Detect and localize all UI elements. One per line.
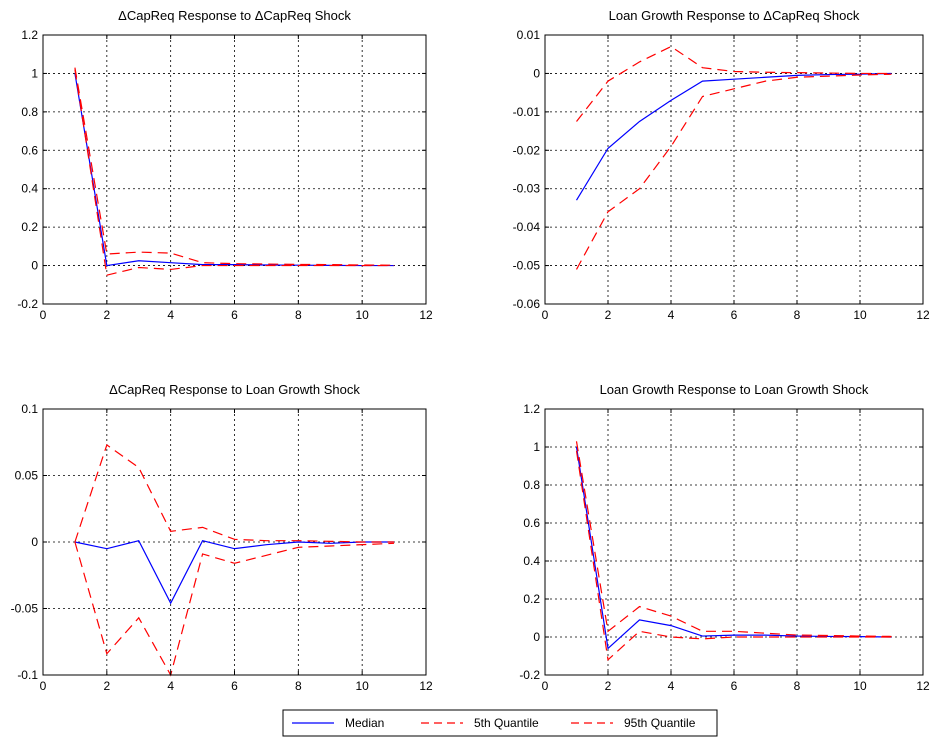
y-tick-label: 1.2 (21, 28, 38, 42)
subplot-title: Loan Growth Response to Loan Growth Shoc… (600, 382, 869, 397)
x-tick-label: 8 (295, 679, 302, 693)
legend-label-median: Median (345, 716, 384, 730)
legend-label-5th-quantile: 5th Quantile (474, 716, 539, 730)
subplot-3: 0 2 4 6 8 10 12 -0.1 -0.05 0 0.05 0.1 ΔCapReq Respon… (11, 382, 433, 693)
series-line-95th-quantile (576, 45, 892, 122)
x-tick-label: 4 (167, 679, 174, 693)
series-line-5th-quantile (74, 541, 395, 677)
x-tick-label: 0 (542, 308, 549, 322)
series-line-5th-quantile (575, 73, 892, 270)
y-tick-label: 0.8 (523, 478, 540, 492)
x-tick-label: 0 (542, 679, 549, 693)
x-tick-label: 6 (231, 679, 238, 693)
x-tick-label: 4 (668, 308, 675, 322)
x-tick-label: 12 (916, 308, 930, 322)
y-tick-label: -0.2 (519, 668, 540, 682)
y-tick-label: 0.6 (21, 143, 38, 157)
y-tick-label: 0 (533, 630, 540, 644)
y-tick-label: 0 (31, 535, 38, 549)
x-tick-label: 10 (853, 308, 867, 322)
legend-label-95th-quantile: 95th Quantile (624, 716, 696, 730)
subplot-title: ΔCapReq Response to ΔCapReq Shock (118, 8, 351, 23)
y-tick-label: 0.2 (523, 592, 540, 606)
x-tick-label: 10 (355, 308, 369, 322)
y-tick-label: 0.05 (15, 469, 39, 483)
y-tick-label: 0.8 (21, 105, 38, 119)
x-tick-label: 6 (731, 679, 738, 693)
x-tick-label: 8 (295, 308, 302, 322)
plot-area (43, 35, 426, 304)
y-tick-label: 1 (31, 66, 38, 80)
x-tick-label: 8 (794, 679, 801, 693)
y-tick-label: -0.05 (11, 602, 39, 616)
x-tick-label: 2 (103, 308, 110, 322)
series-line-95th-quantile (575, 441, 892, 638)
x-tick-label: 2 (103, 679, 110, 693)
y-tick-label: -0.03 (513, 182, 541, 196)
y-tick-label: 1 (533, 440, 540, 454)
y-tick-label: -0.04 (513, 220, 541, 234)
subplot-title: ΔCapReq Response to Loan Growth Shock (109, 382, 360, 397)
y-tick-label: -0.06 (513, 297, 541, 311)
series-line-median (74, 73, 395, 267)
y-tick-label: -0.02 (513, 143, 541, 157)
x-tick-label: 8 (794, 308, 801, 322)
series-line-95th-quantile (74, 67, 395, 266)
y-tick-label: 0.2 (21, 220, 38, 234)
y-tick-label: -0.01 (513, 105, 541, 119)
y-tick-label: -0.1 (17, 668, 38, 682)
x-tick-label: 4 (167, 308, 174, 322)
x-tick-label: 12 (419, 308, 433, 322)
series-line-median (575, 72, 892, 201)
x-tick-label: 2 (605, 308, 612, 322)
legend: Median 5th Quantile 95th Quantile (282, 709, 718, 737)
x-tick-label: 2 (605, 679, 612, 693)
y-tick-label: 0.4 (21, 182, 38, 196)
series-line-5th-quantile (575, 450, 892, 661)
y-tick-label: -0.2 (17, 297, 38, 311)
x-tick-label: 10 (853, 679, 867, 693)
y-tick-label: 0.1 (21, 402, 38, 416)
y-tick-label: 0.4 (523, 554, 540, 568)
x-tick-label: 6 (231, 308, 238, 322)
y-tick-label: 0.6 (523, 516, 540, 530)
y-tick-label: 0.01 (517, 28, 541, 42)
y-tick-label: 0 (31, 259, 38, 273)
series-line-median (74, 539, 395, 605)
legend-box (282, 709, 718, 737)
y-tick-label: 1.2 (523, 402, 540, 416)
subplot-2: 0 2 4 6 8 10 12 -0.06 -0.05 -0.04 -0.03 -0.02 -0.01 0… (513, 8, 930, 322)
x-tick-label: 4 (668, 679, 675, 693)
x-tick-label: 0 (40, 679, 47, 693)
series-line-95th-quantile (74, 443, 395, 543)
x-tick-label: 12 (916, 679, 930, 693)
y-tick-label: -0.05 (513, 259, 541, 273)
subplot-title: Loan Growth Response to ΔCapReq Shock (609, 8, 860, 23)
y-tick-label: 0 (533, 66, 540, 80)
x-tick-label: 10 (355, 679, 369, 693)
x-tick-label: 0 (40, 308, 47, 322)
plot-area (545, 35, 923, 304)
x-tick-label: 6 (731, 308, 738, 322)
x-tick-label: 12 (419, 679, 433, 693)
series-line-5th-quantile (74, 69, 395, 276)
